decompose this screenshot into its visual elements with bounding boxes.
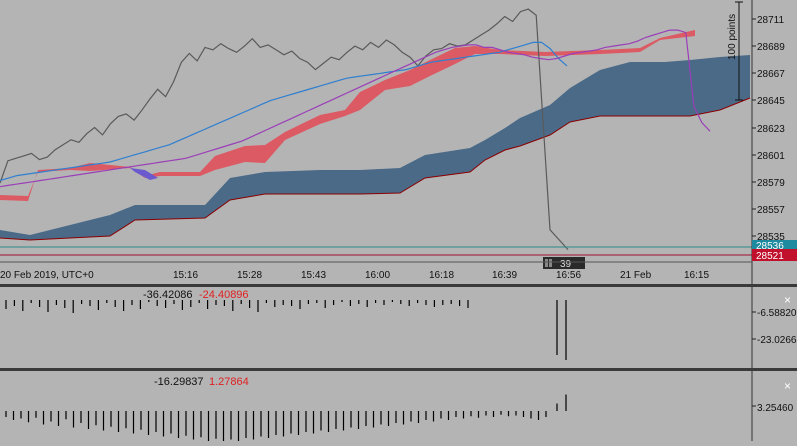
indicator2-axis: 3.25460 <box>752 403 794 414</box>
price-tick-label: 28711 <box>757 15 785 26</box>
cloud-bearish <box>0 55 750 240</box>
price-tick-label: 28645 <box>757 96 785 107</box>
indicator1-histogram <box>5 300 567 360</box>
tenkan-line <box>0 29 711 188</box>
price-tag-teal: 28536 <box>752 240 797 252</box>
price-tick-label: 28601 <box>757 151 785 162</box>
time-tick-label: 15:16 <box>173 270 198 281</box>
price-tick-label: 28557 <box>757 205 785 216</box>
ichimoku-cloud <box>0 30 751 241</box>
indicator1-value-b: -24.40896 <box>199 289 249 301</box>
price-axis[interactable]: 28711 28689 28667 28645 28623 28601 2857… <box>752 15 785 243</box>
time-tick-label: 15:43 <box>301 270 326 281</box>
indicator-lines <box>0 8 711 251</box>
price-tick-label: 28579 <box>757 178 785 189</box>
price-tick: 28645 <box>752 96 785 107</box>
price-tick: 28579 <box>752 178 785 189</box>
indicator2-value-b: 1.27864 <box>209 376 249 388</box>
cloud-twist <box>130 168 158 180</box>
indicator1-tick-label: -23.02665 <box>757 335 797 346</box>
price-tick: 28689 <box>752 42 785 53</box>
price-tag-red-text: 28521 <box>756 251 784 262</box>
price-tick: 28667 <box>752 69 785 80</box>
indicator1-axis: -6.58820 -23.02665 <box>752 308 797 346</box>
crosshair-time-tag: 39 <box>543 257 585 270</box>
time-tick-label: 16:56 <box>556 270 581 281</box>
time-tick-label: 16:18 <box>429 270 454 281</box>
indicator2-close-icon[interactable]: × <box>784 379 791 393</box>
scale-label: 100 points <box>727 14 738 60</box>
indicator2-tick-label: 3.25460 <box>757 403 794 414</box>
time-tick-label: 15:28 <box>237 270 262 281</box>
cloud-lower-edge <box>0 97 751 241</box>
indicator2-value-a: -16.29837 <box>154 376 204 388</box>
price-tag-teal-text: 28536 <box>756 241 784 252</box>
panel-separator[interactable] <box>0 284 797 287</box>
time-tick-label: 21 Feb <box>620 270 652 281</box>
time-tick-label: 16:39 <box>492 270 517 281</box>
price-tick: 28623 <box>752 124 785 135</box>
price-tick-label: 28623 <box>757 124 785 135</box>
panel-separator[interactable] <box>0 368 797 371</box>
indicator1-close-icon[interactable]: × <box>784 293 791 307</box>
price-tick-label: 28667 <box>757 69 785 80</box>
price-tick: 28557 <box>752 205 785 216</box>
indicator1-tick-label: -6.58820 <box>757 308 797 319</box>
time-tick-label: 16:15 <box>684 270 709 281</box>
indicator1-value-a: -36.42086 <box>143 289 193 301</box>
time-tick-label: 16:00 <box>365 270 390 281</box>
price-tick: 28601 <box>752 151 785 162</box>
price-tick-label: 28535 <box>757 232 785 243</box>
scale-bracket: 100 points <box>727 1 743 101</box>
price-tick: 28711 <box>752 15 785 26</box>
price-tick: 28535 <box>752 232 785 243</box>
price-tag-red: 28521 <box>752 249 797 262</box>
time-tick-label: 20 Feb 2019, UTC+0 <box>0 270 94 281</box>
kijun-line <box>0 41 568 182</box>
price-tick-label: 28689 <box>757 42 785 53</box>
time-axis[interactable]: 20 Feb 2019, UTC+0 15:16 15:28 15:43 16:… <box>0 270 709 281</box>
indicator2-histogram <box>5 394 567 443</box>
crosshair-tag-text: 39 <box>560 259 572 270</box>
